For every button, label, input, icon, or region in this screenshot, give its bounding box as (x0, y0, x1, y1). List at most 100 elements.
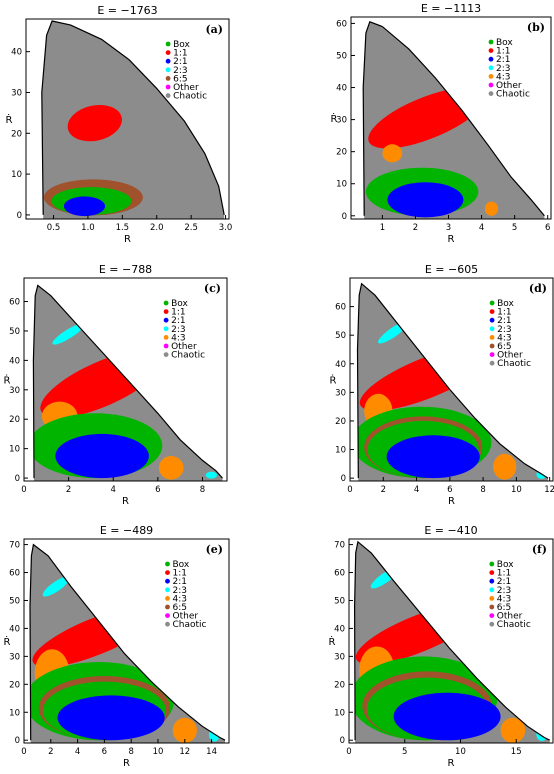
legend-entry: Other (173, 83, 199, 93)
boundary-curve (362, 21, 545, 217)
x-tick-label: 6 (155, 485, 160, 495)
x-tick-label: 14 (206, 747, 217, 757)
legend-entry: 4:3 (497, 594, 511, 604)
legend-marker (489, 578, 495, 584)
x-axis-label: R (448, 234, 455, 245)
y-tick-label: 50 (336, 51, 347, 61)
legend-entry: 1:1 (173, 49, 187, 59)
island-2-1 (386, 435, 480, 479)
y-axis-label: Ṙ (6, 113, 13, 126)
legend-marker (489, 613, 495, 618)
legend-marker (488, 39, 494, 45)
y-tick-label: 60 (336, 19, 347, 29)
x-tick-label: 1.0 (81, 223, 95, 233)
legend-marker (488, 74, 494, 79)
legend-entry: Chaotic (173, 92, 207, 102)
island-4-3 (172, 717, 197, 743)
legend-entry: 6:5 (173, 603, 187, 613)
boundary-curve (356, 282, 549, 479)
legend-entry: 1:1 (497, 569, 511, 579)
panel-c: 0 2 4 6 8 0 10 20 30 40 50 60 E = −788 R Ṙ (c) Box1:12:1… (4, 263, 228, 507)
x-axis-label: R (448, 758, 455, 769)
x-tick-label: 2 (413, 223, 418, 233)
x-tick-label: 4 (479, 223, 484, 233)
legend-entry: Box (497, 299, 514, 309)
legend-entry: 6:5 (173, 74, 187, 84)
legend-marker (489, 570, 495, 575)
legend-entry: Box (171, 299, 188, 309)
x-tick-label: 3.0 (219, 223, 233, 233)
legend-entry: 1:1 (173, 569, 187, 579)
island-4-3 (500, 717, 526, 743)
plot-frame (23, 538, 230, 744)
x-tick-label: 5 (512, 223, 517, 233)
legend-marker (489, 352, 495, 357)
island-2-3 (536, 727, 548, 742)
legend-marker (165, 58, 171, 64)
boundary-curve (29, 543, 226, 741)
legend-entry: Other (173, 612, 199, 622)
panel-title: E = −489 (100, 524, 153, 537)
y-tick-label: 20 (11, 129, 22, 139)
y-tick-label: 50 (334, 596, 345, 606)
x-tick-label: 2.5 (184, 223, 198, 233)
legend-entry: 4:3 (173, 594, 187, 604)
legend-entry: Box (173, 560, 190, 570)
x-tick-label: 4 (111, 485, 116, 495)
y-tick-label: 20 (334, 680, 345, 690)
legend-marker (163, 317, 169, 323)
legend-entry: 2:1 (497, 577, 511, 587)
y-tick-label: 60 (335, 303, 346, 313)
boundary-curve (41, 20, 225, 216)
y-tick-label: 0 (340, 736, 345, 746)
y-tick-label: 40 (335, 360, 346, 370)
x-tick-label: 12 (544, 485, 554, 495)
legend-marker (163, 326, 169, 332)
island-2-3 (42, 576, 70, 597)
island-2-3 (52, 323, 85, 345)
legend-entry: 1:1 (171, 308, 185, 318)
legend-entry: Chaotic (496, 90, 530, 100)
legend-entry: Other (171, 342, 197, 352)
panel-d: 0 2 4 6 8 10 12 0 10 20 30 40 50 60 E = −605 R Ṙ (d) Box1:… (330, 263, 554, 507)
x-tick-label: 1 (380, 223, 385, 233)
legend-marker (488, 56, 494, 62)
legend-entry: Other (497, 351, 523, 361)
legend-marker (165, 621, 170, 627)
legend-entry: Other (497, 612, 523, 622)
legend-marker (165, 84, 171, 90)
island-4-3 (158, 456, 184, 480)
y-tick-label: 30 (9, 652, 20, 662)
y-tick-label: 0 (341, 474, 346, 484)
legend-marker (489, 561, 495, 567)
legend-entry: Chaotic (497, 620, 531, 630)
legend-entry: 1:1 (497, 308, 511, 318)
x-tick-label: 5 (402, 747, 407, 757)
y-tick-label: 40 (9, 624, 20, 634)
legend-entry: 2:1 (497, 316, 511, 326)
panel-a: 0.5 1.0 1.5 2.0 2.5 3.0 0 10 20 30 40 E = −1763 R Ṙ (a… (6, 4, 233, 245)
legend-marker (489, 587, 495, 593)
y-tick-label: 30 (335, 388, 346, 398)
x-tick-label: 0 (21, 485, 26, 495)
y-tick-label: 0 (17, 211, 22, 221)
y-axis-label: Ṙ (329, 635, 336, 648)
plot-frame (23, 277, 228, 482)
legend-marker (163, 309, 169, 314)
panel-label: (b) (527, 21, 545, 34)
x-tick-label: 10 (455, 747, 466, 757)
panel-title: E = −1113 (421, 2, 481, 15)
panel-label: (e) (206, 543, 223, 556)
legend-marker (489, 604, 495, 610)
y-axis-label: Ṙ (330, 374, 337, 387)
x-tick-label: 3 (446, 223, 451, 233)
boundary-curve (32, 284, 223, 479)
legend-marker (165, 561, 170, 567)
legend-marker (488, 65, 494, 71)
panel-label: (f) (532, 543, 547, 556)
x-tick-label: 10 (153, 747, 164, 757)
legend-marker (489, 360, 495, 366)
y-tick-label: 30 (11, 88, 22, 98)
legend-marker (165, 67, 171, 73)
